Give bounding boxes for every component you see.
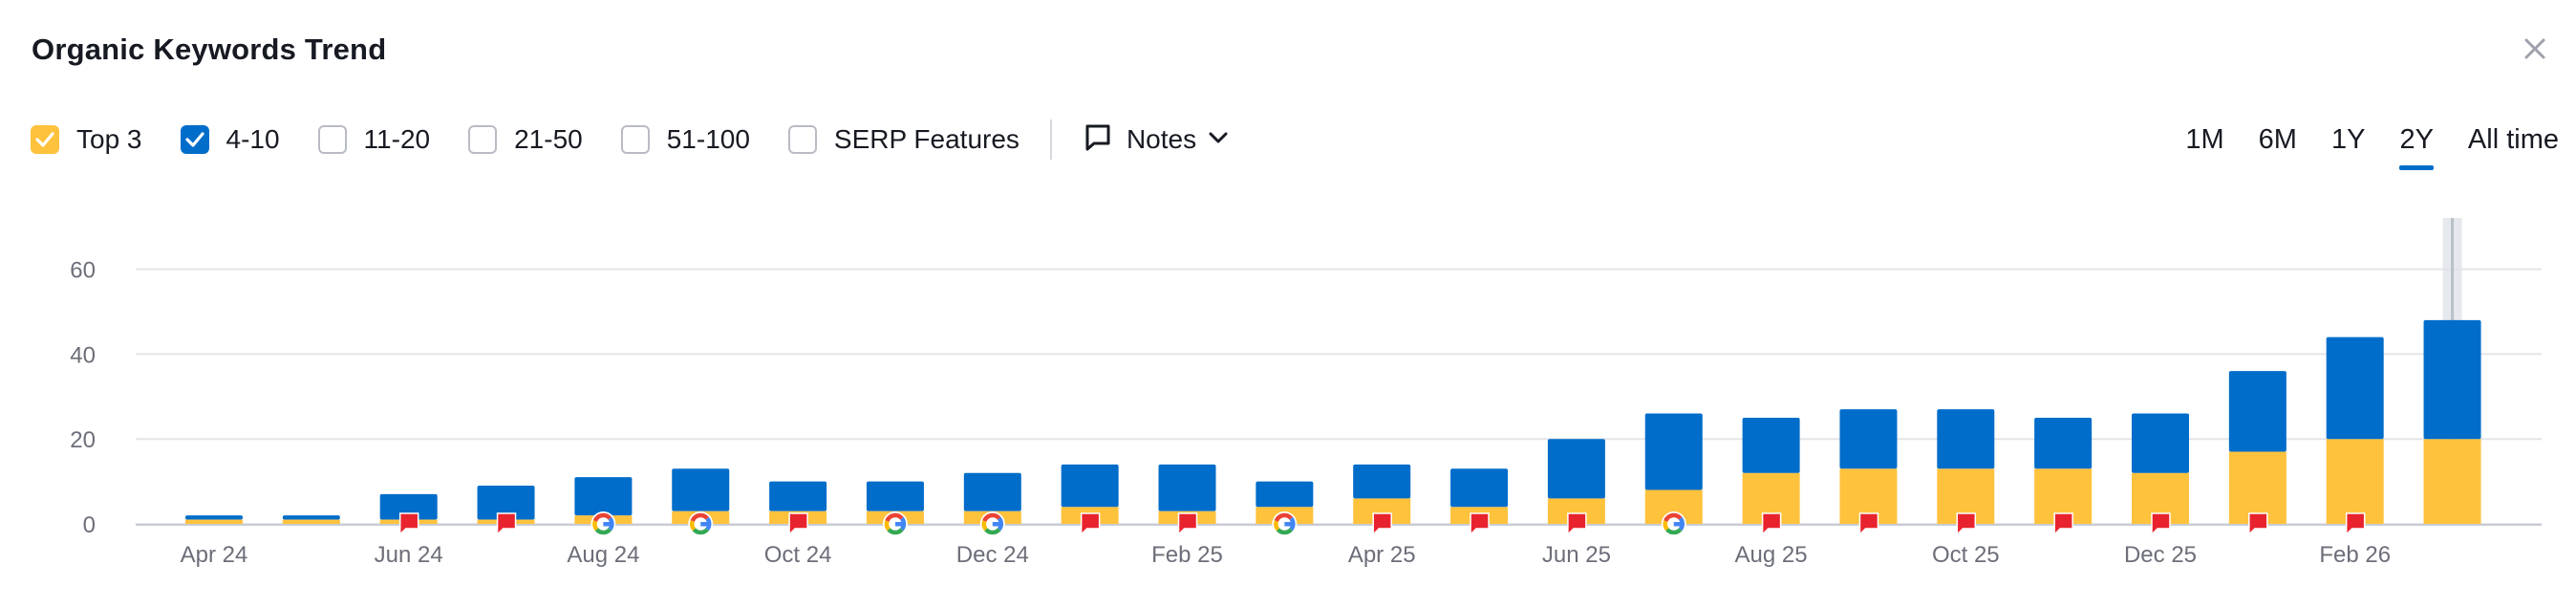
period-selector: 1M 6M 1Y 2Y All time [2151, 117, 2559, 170]
y-tick-label: 20 [70, 427, 96, 453]
period-1m[interactable]: 1M [2185, 124, 2224, 155]
google-update-icon[interactable] [1661, 511, 1686, 536]
bar-4-10 [1450, 468, 1509, 508]
x-tick-label: Dec 25 [2124, 542, 2197, 568]
checkbox-serp-features[interactable] [787, 125, 817, 154]
x-tick-label: Apr 25 [1348, 542, 1416, 568]
x-tick-label: Feb 26 [2319, 542, 2391, 568]
bar-4-10 [1353, 464, 1411, 499]
bar-4-10 [963, 472, 1021, 511]
notes-label: Notes [1126, 124, 1197, 154]
bar-top-3 [185, 519, 243, 524]
period-2y[interactable]: 2Y [2399, 117, 2435, 170]
x-tick-label: Oct 24 [764, 542, 832, 568]
filter-label: 21-50 [514, 124, 583, 154]
filter-label: 4-10 [225, 124, 280, 154]
bar-4-10 [1256, 481, 1314, 508]
period-1y[interactable]: 1Y [2330, 124, 2366, 155]
filter-bar: Top 3 4-10 11-20 21-50 51-100 SERP Featu… [31, 117, 1229, 163]
checkbox-top-3[interactable] [31, 125, 59, 154]
x-tick-label: Apr 24 [181, 542, 248, 568]
period-6m[interactable]: 6M [2258, 124, 2297, 155]
close-icon[interactable] [2521, 34, 2549, 63]
google-update-icon[interactable] [1272, 511, 1298, 536]
note-flag-icon[interactable] [1372, 512, 1392, 536]
bar-top-3 [2423, 439, 2481, 524]
note-flag-icon[interactable] [1858, 512, 1879, 536]
bar-4-10 [477, 486, 535, 520]
bar-4-10 [185, 515, 243, 520]
note-flag-icon[interactable] [2345, 512, 2366, 536]
filter-4-10[interactable]: 4-10 [180, 124, 280, 155]
google-update-icon[interactable] [688, 511, 714, 536]
checkbox-4-10[interactable] [180, 125, 209, 154]
y-tick-label: 40 [70, 342, 96, 368]
filter-label: 51-100 [666, 124, 750, 154]
x-tick-label: Dec 24 [956, 542, 1029, 568]
comment-icon [1083, 122, 1113, 158]
widget-title: Organic Keywords Trend [32, 33, 387, 66]
bar-4-10 [769, 481, 827, 511]
bar-top-3 [2326, 439, 2384, 524]
divider [1049, 119, 1052, 160]
bar-top-3 [282, 519, 340, 524]
x-tick-label: Jun 25 [1542, 542, 1611, 568]
bar-4-10 [866, 481, 924, 511]
note-flag-icon[interactable] [398, 512, 419, 536]
note-flag-icon[interactable] [1567, 512, 1587, 536]
x-tick-label: Feb 25 [1151, 542, 1223, 568]
x-tick-label: Aug 25 [1735, 542, 1808, 568]
note-flag-icon[interactable] [1761, 512, 1782, 536]
google-update-icon[interactable] [979, 511, 1005, 536]
filter-serp-features[interactable]: SERP Features [787, 124, 1020, 155]
note-flag-icon[interactable] [496, 512, 517, 536]
checkbox-11-20[interactable] [317, 125, 347, 154]
bar-4-10 [2034, 418, 2093, 469]
notes-dropdown[interactable]: Notes [1083, 122, 1229, 158]
note-flag-icon[interactable] [1470, 512, 1490, 536]
keywords-trend-chart: 0 20 40 60 Apr 24 Jun 24 Aug 24 Oct 24 Dec 24 Feb… [70, 218, 2542, 568]
y-tick-label: 0 [83, 512, 96, 538]
note-flag-icon[interactable] [788, 512, 808, 536]
y-tick-label: 60 [70, 258, 96, 284]
bar-4-10 [1937, 409, 1995, 469]
bar-4-10 [1158, 464, 1216, 511]
bar-4-10 [1742, 418, 1800, 473]
bar-4-10 [1839, 409, 1898, 469]
note-flag-icon[interactable] [2053, 512, 2073, 536]
period-all-time[interactable]: All time [2467, 124, 2559, 155]
filter-label: 11-20 [363, 124, 431, 154]
bar-4-10 [2228, 371, 2286, 452]
bar-4-10 [672, 468, 730, 511]
bar-4-10 [1061, 464, 1119, 508]
bar-4-10 [2423, 319, 2481, 440]
filter-21-50[interactable]: 21-50 [468, 124, 583, 155]
filter-11-20[interactable]: 11-20 [317, 124, 431, 155]
google-update-icon[interactable] [882, 511, 908, 536]
checkbox-51-100[interactable] [620, 125, 650, 154]
bar-4-10 [1644, 413, 1703, 490]
bar-top-3 [2228, 451, 2286, 524]
filter-label: SERP Features [833, 124, 1020, 154]
note-flag-icon[interactable] [2248, 512, 2268, 536]
note-flag-icon[interactable] [1177, 512, 1198, 536]
filter-label: Top 3 [76, 124, 142, 154]
bar-4-10 [1547, 439, 1605, 499]
bar-4-10 [2326, 337, 2384, 440]
filter-51-100[interactable]: 51-100 [620, 124, 750, 155]
chevron-down-icon [1208, 130, 1229, 150]
filter-top-3[interactable]: Top 3 [31, 124, 142, 155]
bar-4-10 [379, 493, 438, 520]
google-update-icon[interactable] [590, 511, 616, 536]
x-tick-label: Oct 25 [1932, 542, 2000, 568]
bar-4-10 [2132, 413, 2189, 473]
note-flag-icon[interactable] [2151, 512, 2171, 536]
note-flag-icon[interactable] [1080, 512, 1101, 536]
note-flag-icon[interactable] [1956, 512, 1977, 536]
checkbox-21-50[interactable] [468, 125, 498, 154]
x-tick-label: Aug 24 [567, 542, 639, 568]
x-tick-label: Jun 24 [375, 542, 443, 568]
bar-4-10 [282, 515, 340, 520]
bar-4-10 [574, 477, 633, 516]
